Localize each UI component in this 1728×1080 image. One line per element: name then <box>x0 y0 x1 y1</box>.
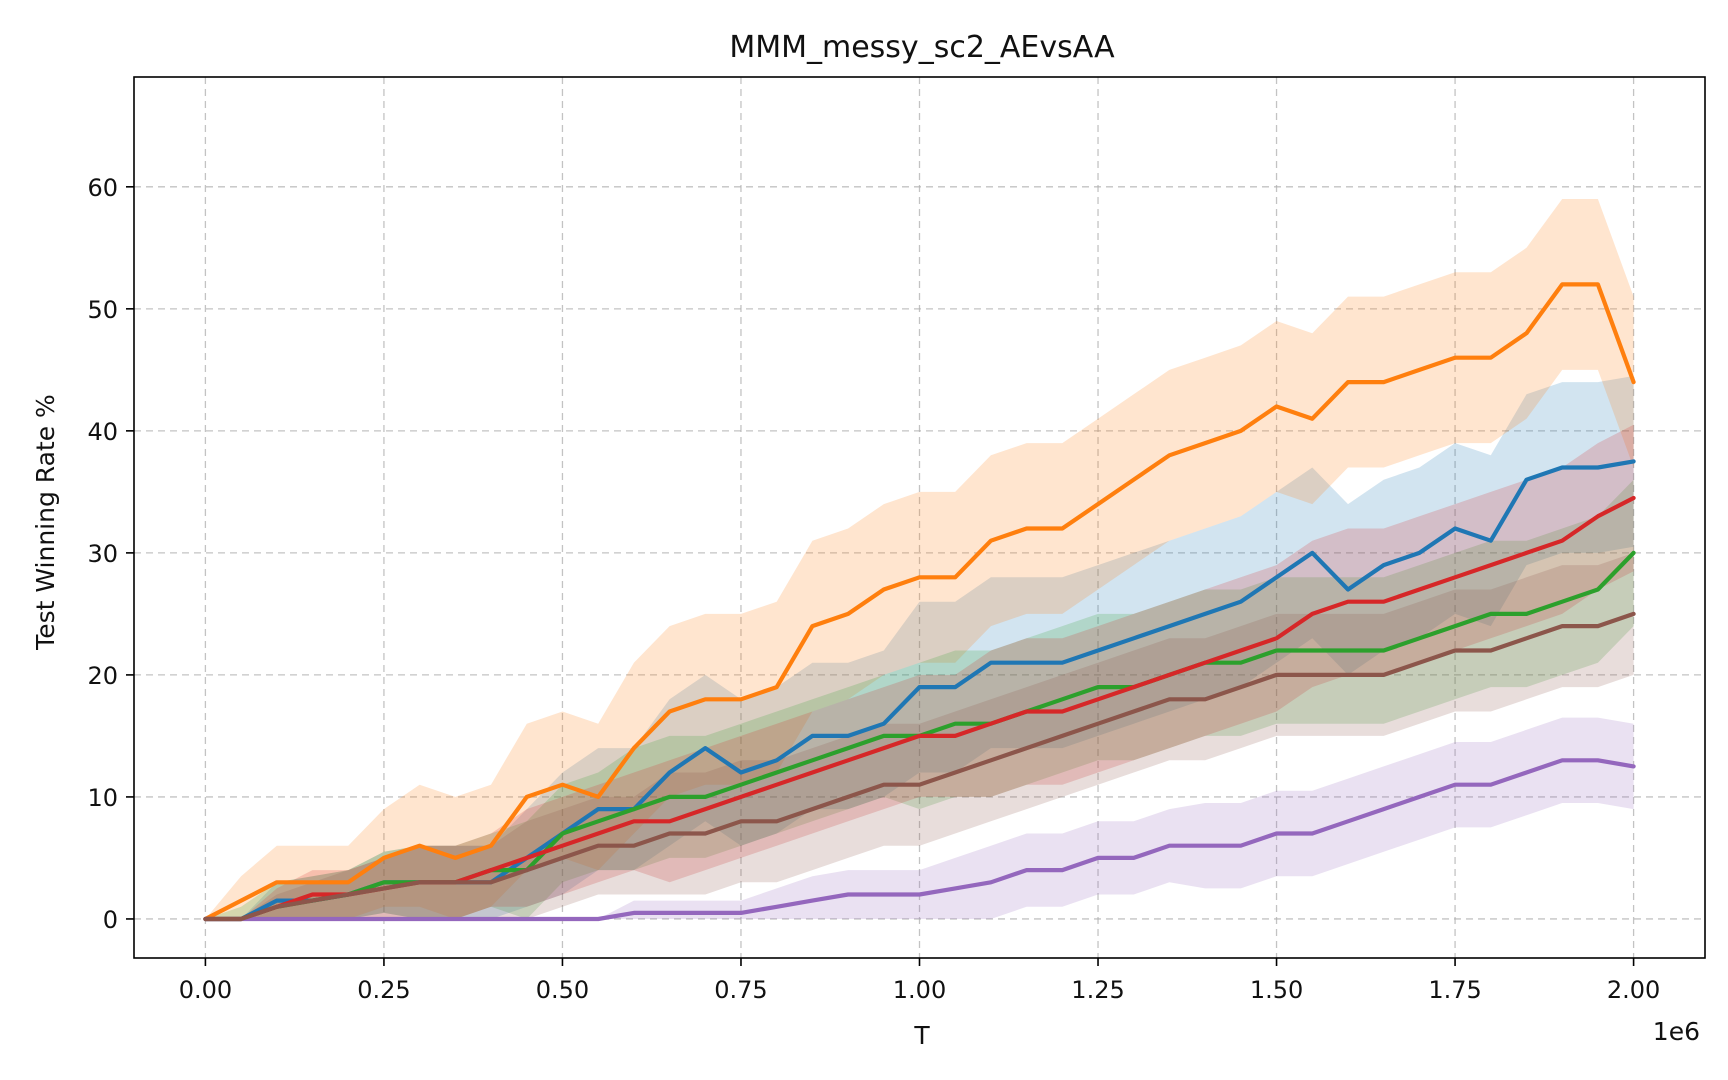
x-tick-label: 0.75 <box>714 976 767 1004</box>
y-axis-label: Test Winning Rate % <box>31 394 60 651</box>
x-tick-label: 0.25 <box>357 976 410 1004</box>
series-line-5 <box>203 758 1636 922</box>
x-tick-label: 1.75 <box>1428 976 1481 1004</box>
chart-title: MMM_messy_sc2_AEvsAA <box>729 30 1115 65</box>
series-line-2 <box>203 282 1636 922</box>
series-band-2 <box>205 199 1634 919</box>
x-tick-label: 1.25 <box>1071 976 1124 1004</box>
x-tick-label: 2.00 <box>1607 976 1660 1004</box>
series-band-4 <box>205 424 1634 919</box>
y-tick-label: 10 <box>87 784 118 812</box>
y-tick-label: 40 <box>87 418 118 446</box>
x-axis-ticks: 0.00 0.25 0.50 0.75 1.00 1.25 1.50 1.75 2.00 <box>179 958 1660 1004</box>
x-axis-offset-label: 1e6 <box>1653 1017 1700 1046</box>
x-tick-label: 0.50 <box>536 976 589 1004</box>
y-tick-label: 30 <box>87 540 118 568</box>
y-tick-label: 20 <box>87 662 118 690</box>
y-tick-label: 60 <box>87 174 118 202</box>
y-axis-ticks: 0 10 20 30 40 50 60 <box>87 174 134 934</box>
y-tick-label: 0 <box>103 906 118 934</box>
series-line-6 <box>203 611 1636 922</box>
series-band-3 <box>205 479 1634 919</box>
x-tick-label: 0.00 <box>179 976 232 1004</box>
y-tick-label: 50 <box>87 296 118 324</box>
grid <box>134 77 1705 958</box>
series-lines <box>203 282 1636 922</box>
x-axis-label: T <box>913 1021 930 1050</box>
series-band-5 <box>205 717 1634 919</box>
x-tick-label: 1.00 <box>893 976 946 1004</box>
x-tick-label: 1.50 <box>1250 976 1303 1004</box>
